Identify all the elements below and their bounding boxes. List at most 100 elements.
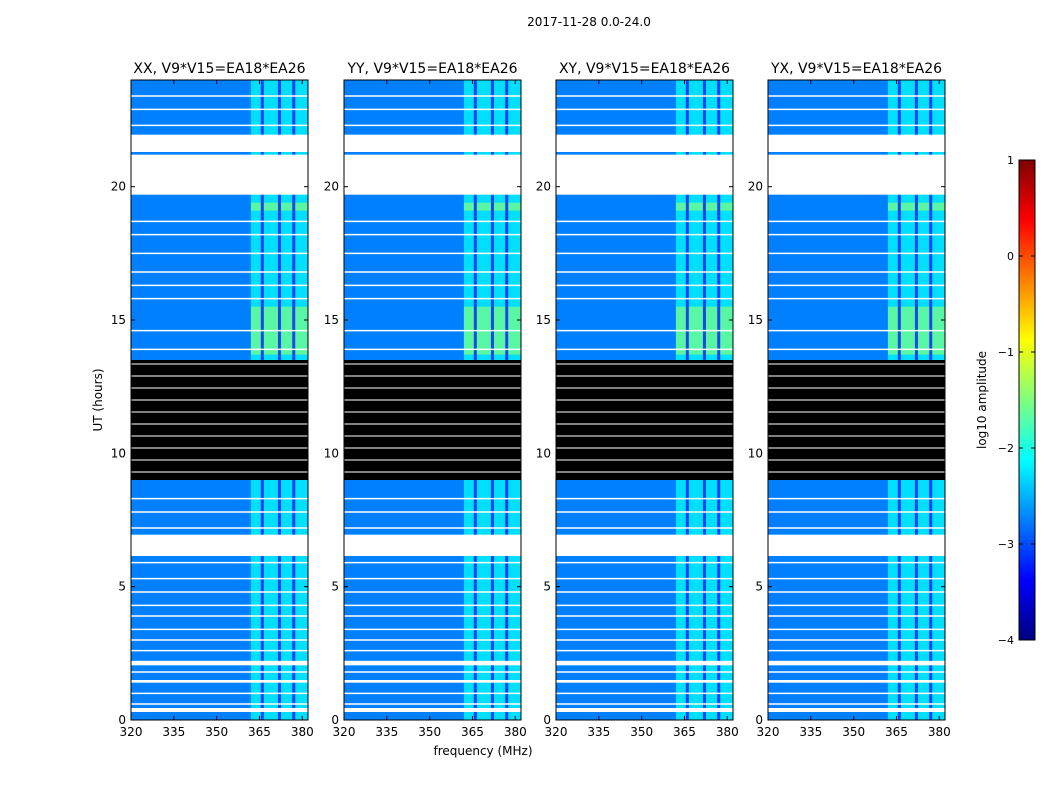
panel-2-image [556,80,733,720]
panel-0-image [131,80,308,720]
flagged-rows [768,660,945,666]
x-tick-label: 350 [842,725,865,739]
y-tick-label: 15 [111,313,126,327]
y-tick-label: 10 [324,446,339,460]
x-tick-label: 365 [673,725,696,739]
x-tick-label: 380 [291,725,314,739]
panel-3-image [768,80,945,720]
panel-frame [343,79,522,721]
x-tick-label: 320 [120,725,143,739]
y-tick-label: 15 [536,313,551,327]
flagged-rows [131,708,308,712]
flagged-rows [344,660,521,666]
panel-3: YX, V9*V15=EA18*EA26 320 335 350 365 380 0 5 10 1… [748,61,951,739]
flagged-rows [131,534,308,556]
flagged-rows [344,708,521,712]
x-tick-label: 365 [885,725,908,739]
x-tick-label: 365 [461,725,484,739]
flagged-rows [131,680,308,683]
colorbar-label: log10 amplitude [975,351,989,449]
y-tick-label: 20 [748,180,763,194]
panel-title: XX, V9*V15=EA18*EA26 [133,61,305,77]
colorbar-tick-label: 0 [1007,250,1014,263]
colorbar-bar [1018,159,1036,641]
x-tick-label: 335 [162,725,185,739]
flagged-rows [768,160,945,195]
y-tick-label: 15 [748,313,763,327]
flagged-rows [556,134,733,152]
flagged-rows [131,660,308,666]
x-axis-label: frequency (MHz) [433,744,532,758]
x-tick-label: 335 [587,725,610,739]
flagged-rows [768,154,945,160]
panel-title: YX, V9*V15=EA18*EA26 [770,61,942,77]
x-tick-label: 335 [375,725,398,739]
flagged-rows [768,708,945,712]
flagged-rows [131,134,308,152]
panel-title: YY, V9*V15=EA18*EA26 [346,61,517,77]
flagged-rows [344,154,521,160]
y-tick-label: 20 [324,180,339,194]
y-tick-label: 0 [755,713,763,727]
figure-suptitle: 2017-11-28 0.0-24.0 [527,15,651,29]
y-axis-label: UT (hours) [91,368,105,431]
colorbar-tick-label: 1 [1007,154,1014,167]
panel-frame [130,79,309,721]
panel-title: XY, V9*V15=EA18*EA26 [559,61,730,77]
panel-1: YY, V9*V15=EA18*EA26 320 335 350 365 380 0 5 10 1… [324,61,527,739]
y-tick-label: 10 [111,446,126,460]
colorbar-tick-label: −2 [998,442,1014,455]
x-tick-label: 350 [205,725,228,739]
y-tick-label: 20 [111,180,126,194]
flagged-rows [131,154,308,160]
flagged-rows [344,534,521,556]
x-tick-label: 380 [716,725,739,739]
panel-frame [767,79,946,721]
colorbar-tick-label: −4 [998,634,1014,647]
flagged-rows [556,708,733,712]
y-tick-label: 0 [543,713,551,727]
flagged-rows [556,660,733,666]
no-data-rows [344,360,521,480]
flagged-rows [344,134,521,152]
y-tick-label: 5 [755,580,763,594]
colorbar-tick-label: −1 [998,346,1014,359]
no-data-rows [556,360,733,480]
flagged-rows [768,680,945,683]
x-tick-label: 320 [333,725,356,739]
y-tick-label: 10 [536,446,551,460]
y-tick-label: 5 [543,580,551,594]
flagged-rows [556,534,733,556]
panel-frame [555,79,734,721]
y-tick-label: 5 [331,580,339,594]
flagged-rows [556,154,733,160]
no-data-rows [131,360,308,480]
panel-1-image [344,80,521,720]
x-tick-label: 380 [928,725,951,739]
colorbar-tick-label: −3 [998,538,1014,551]
flagged-rows [768,534,945,556]
x-tick-label: 350 [630,725,653,739]
x-tick-label: 380 [504,725,527,739]
no-data-rows [768,360,945,480]
flagged-rows [556,160,733,195]
x-tick-label: 335 [799,725,822,739]
x-tick-label: 320 [545,725,568,739]
flagged-rows [131,160,308,195]
x-tick-label: 320 [757,725,780,739]
panel-0: XX, V9*V15=EA18*EA26 320 335 350 365 380 0 5 10 1… [111,61,314,739]
x-tick-label: 350 [418,725,441,739]
flagged-rows [768,134,945,152]
y-tick-label: 15 [324,313,339,327]
panels-group: XX, V9*V15=EA18*EA26 320 335 350 365 380 0 5 10 1… [111,61,951,739]
colorbar: 1 0 −1 −2 −3 −4 [998,154,1036,647]
y-tick-label: 10 [748,446,763,460]
y-tick-label: 5 [118,580,126,594]
flagged-rows [344,680,521,683]
flagged-rows [556,680,733,683]
y-tick-label: 0 [118,713,126,727]
y-tick-label: 0 [331,713,339,727]
y-tick-label: 20 [536,180,551,194]
flagged-rows [344,160,521,195]
